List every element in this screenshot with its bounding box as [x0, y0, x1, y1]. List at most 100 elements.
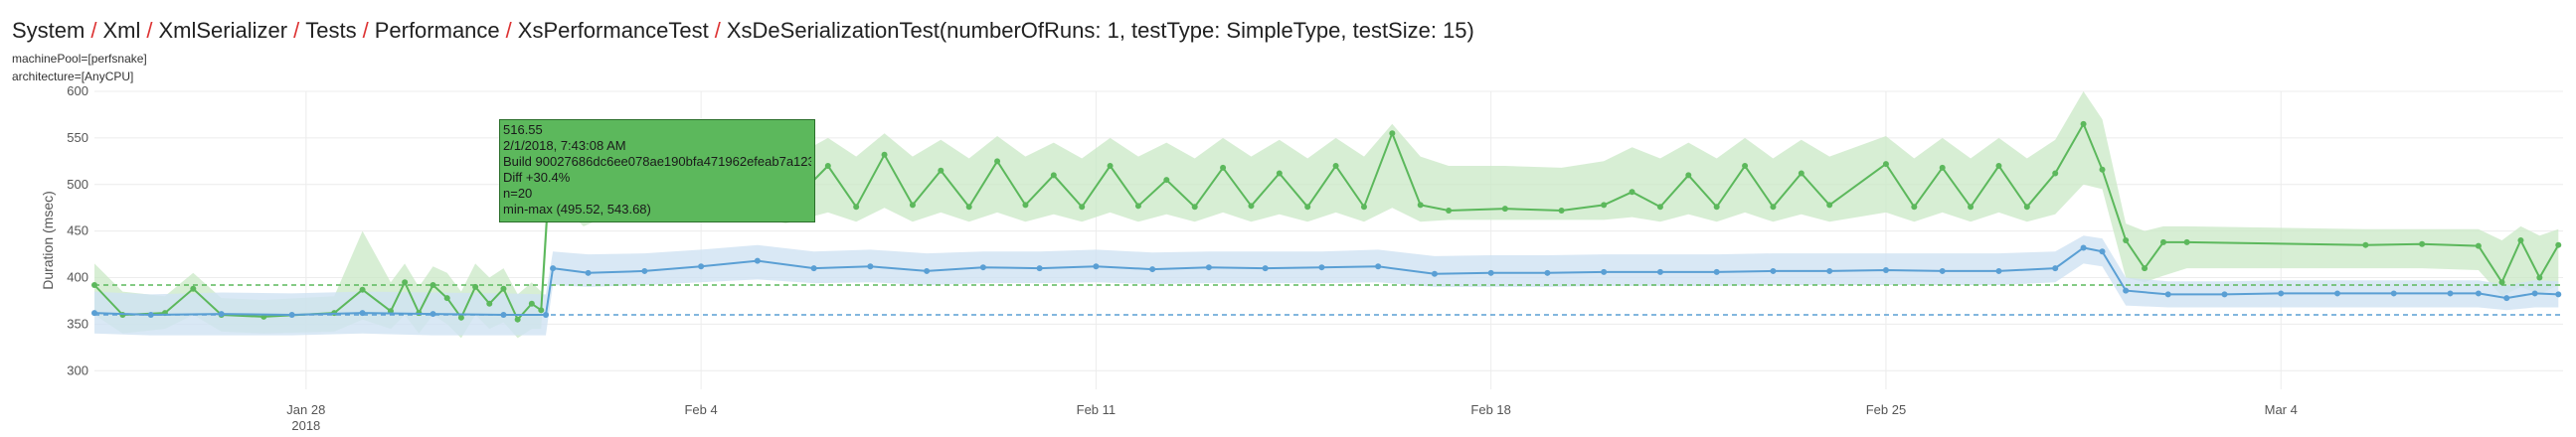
blue-data-point [2052, 265, 2059, 272]
green-data-point [429, 282, 436, 288]
x-tick-label: Mar 4 [2265, 402, 2298, 417]
breadcrumb-item[interactable]: XmlSerializer [158, 18, 288, 43]
green-data-point [1134, 203, 1141, 210]
green-data-point [2498, 279, 2505, 286]
blue-data-point [218, 311, 225, 318]
blue-data-point [1544, 269, 1551, 276]
tooltip-build: Build 90027686dc6ee078ae190bfa471962efea… [503, 154, 811, 169]
green-data-point [2099, 166, 2106, 173]
green-data-point [1248, 203, 1255, 210]
green-data-point [1022, 202, 1029, 209]
green-data-point [2023, 204, 2030, 211]
breadcrumb-item[interactable]: Xml [102, 18, 141, 43]
tooltip-diff: Diff +30.4% [503, 170, 571, 185]
breadcrumb-separator: / [146, 18, 153, 43]
green-data-point [2142, 265, 2148, 272]
blue-data-point [2447, 290, 2454, 297]
green-data-point [1968, 204, 1975, 211]
blue-data-point [147, 312, 154, 318]
x-tick-sublabel: 2018 [291, 418, 320, 433]
machine-pool-label: machinePool=[perfsnake] [12, 52, 147, 66]
blue-data-point [754, 257, 761, 264]
x-tick-label: Jan 28 [286, 402, 325, 417]
blue-data-point [1882, 267, 1889, 273]
green-data-point [1629, 189, 1635, 196]
green-data-point [1713, 204, 1720, 211]
green-data-point [1601, 202, 1608, 209]
blue-data-point [1826, 267, 1833, 274]
green-data-point [514, 316, 521, 323]
breadcrumb-separator: / [293, 18, 300, 43]
green-data-point [500, 285, 507, 292]
green-data-point [824, 163, 831, 169]
blue-data-point [1375, 263, 1382, 270]
tooltip-n: n=20 [503, 186, 533, 201]
hover-tooltip: 516.55 2/1/2018, 7:43:08 AM Build 900276… [499, 119, 815, 222]
y-axis-title: Duration (msec) [40, 191, 56, 290]
tooltip-minmax: min-max (495.52, 543.68) [503, 202, 651, 217]
green-data-point [2183, 238, 2190, 245]
green-data-point [1742, 163, 1749, 169]
green-data-point [2555, 241, 2562, 248]
green-data-point [1446, 208, 1453, 214]
breadcrumb-separator: / [505, 18, 512, 43]
y-tick-label: 450 [67, 223, 88, 238]
blue-data-point [2123, 287, 2130, 294]
blue-data-point [1995, 267, 2002, 274]
green-data-point [2419, 240, 2426, 247]
green-data-point [2475, 242, 2482, 249]
y-tick-label: 500 [67, 177, 88, 192]
test-metadata: machinePool=[perfsnake] architecture=[An… [12, 50, 147, 85]
breadcrumb-item[interactable]: XsPerformanceTest [517, 18, 709, 43]
y-tick-label: 400 [67, 270, 88, 285]
green-data-point [472, 283, 479, 290]
y-tick-label: 550 [67, 130, 88, 145]
green-data-point [1050, 172, 1057, 179]
green-data-point [91, 282, 97, 288]
green-data-point [994, 158, 1001, 165]
blue-data-point [1262, 265, 1269, 272]
green-data-point [965, 204, 972, 211]
green-data-point [2123, 237, 2130, 243]
green-data-point [457, 314, 464, 321]
green-data-point [1995, 163, 2002, 169]
blue-data-point [641, 267, 648, 274]
breadcrumb-item[interactable]: Tests [305, 18, 357, 43]
green-data-point [1332, 163, 1339, 169]
x-tick-label: Feb 11 [1077, 402, 1116, 417]
blue-data-point [2099, 248, 2106, 255]
green-data-point [1911, 204, 1918, 211]
green-data-point [2080, 120, 2087, 127]
green-data-point [881, 151, 888, 158]
green-data-point [1417, 202, 1424, 209]
x-tick-label: Feb 4 [684, 402, 717, 417]
tooltip-date: 2/1/2018, 7:43:08 AM [503, 138, 626, 153]
blue-data-point [2221, 291, 2228, 298]
architecture-label: architecture=[AnyCPU] [12, 70, 134, 83]
green-data-point [938, 167, 945, 174]
x-tick-label: Feb 25 [1866, 402, 1906, 417]
blue-data-point [585, 269, 592, 276]
green-data-point [1656, 204, 1663, 211]
blue-data-point [1770, 267, 1777, 274]
green-data-point [402, 279, 409, 286]
green-data-point [1163, 177, 1170, 184]
breadcrumb-separator: / [90, 18, 97, 43]
green-data-point [2362, 241, 2369, 248]
blue-data-point [1205, 264, 1212, 271]
green-data-point [486, 300, 493, 307]
blue-data-point [2278, 290, 2285, 297]
blue-data-point [288, 312, 295, 318]
green-data-point [853, 204, 860, 211]
blue-data-point [1601, 268, 1608, 275]
green-data-point [1798, 170, 1804, 177]
green-data-point [538, 307, 545, 314]
breadcrumb-item[interactable]: Performance [374, 18, 500, 43]
blue-data-point [924, 267, 931, 274]
green-data-point [1558, 208, 1565, 214]
blue-data-point [2555, 291, 2562, 298]
green-data-point [2517, 237, 2524, 243]
breadcrumb-item[interactable]: System [12, 18, 86, 43]
blue-data-point [1093, 263, 1100, 270]
